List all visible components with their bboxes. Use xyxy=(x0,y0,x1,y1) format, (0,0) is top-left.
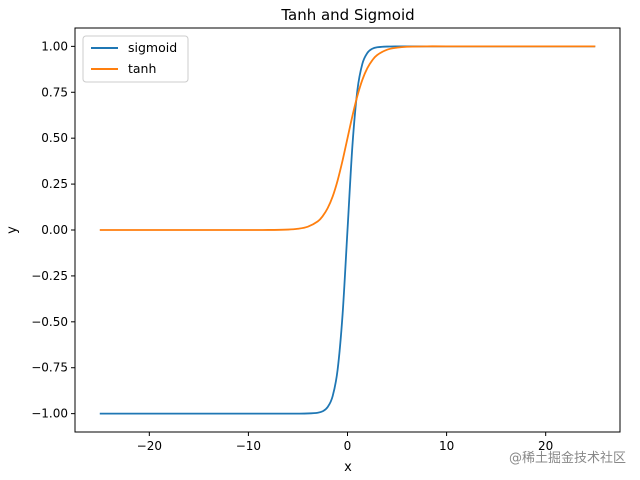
x-tick-label: 20 xyxy=(538,439,553,453)
y-tick-label: 0.00 xyxy=(41,223,68,237)
legend-label-sigmoid: sigmoid xyxy=(128,40,177,55)
chart-title: Tanh and Sigmoid xyxy=(280,6,414,24)
y-tick-label: −0.75 xyxy=(31,361,68,375)
y-tick-label: 0.75 xyxy=(41,85,68,99)
y-tick-label: 1.00 xyxy=(41,39,68,53)
y-tick-label: −1.00 xyxy=(31,407,68,421)
y-axis-label: y xyxy=(5,226,20,234)
watermark-text: @稀土掘金技术社区 xyxy=(509,450,626,466)
x-tick-label: 10 xyxy=(439,439,454,453)
series-lines xyxy=(99,45,596,415)
legend: sigmoid tanh xyxy=(82,35,189,83)
legend-label-tanh: tanh xyxy=(128,61,156,76)
y-tick-label: 0.50 xyxy=(41,131,68,145)
y-tick-label: −0.50 xyxy=(31,315,68,329)
x-tick-label: −10 xyxy=(236,439,261,453)
y-tick-label: −0.25 xyxy=(31,269,68,283)
x-tick-label: −20 xyxy=(137,439,162,453)
series-line-tanh xyxy=(99,45,596,231)
x-axis-ticks: −20 −10 0 10 20 xyxy=(137,432,553,453)
x-tick-label: 0 xyxy=(344,439,352,453)
y-axis-ticks: −1.00 −0.75 −0.50 −0.25 0.00 0.25 0.50 0.75 1.00 xyxy=(31,39,75,421)
x-axis-label: x xyxy=(344,460,352,475)
y-tick-label: 0.25 xyxy=(41,177,68,191)
